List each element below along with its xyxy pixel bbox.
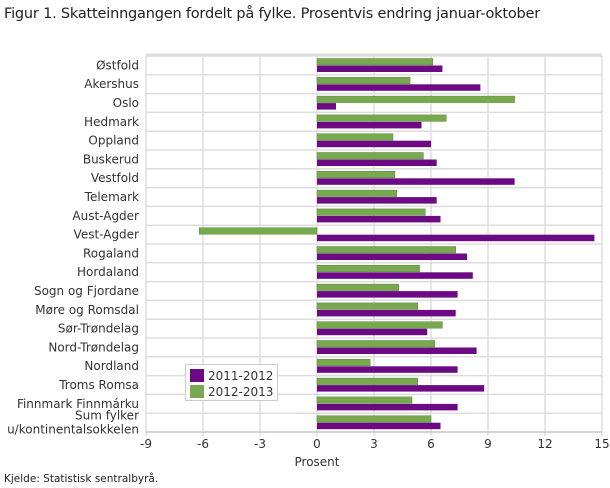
category-label: Møre og Romsdal <box>35 303 139 317</box>
x-tick-label: -3 <box>254 437 266 451</box>
category-label: Sogn og Fjordane <box>34 284 139 298</box>
bar-2012-2013 <box>316 133 394 141</box>
legend-label: 2012-2013 <box>208 385 273 399</box>
source-note: Kjelde: Statistisk sentralbyrå. <box>4 473 159 485</box>
bar-2012-2013 <box>316 321 443 329</box>
bar-2012-2013 <box>316 208 426 216</box>
bar-2011-2012 <box>317 121 422 129</box>
bar-2011-2012 <box>317 385 485 392</box>
x-tick-label: 9 <box>484 437 492 451</box>
bar-2012-2013 <box>316 95 515 103</box>
bar-2011-2012 <box>317 422 441 430</box>
bar-2011-2012 <box>317 403 458 411</box>
bar-2012-2013 <box>316 415 432 423</box>
legend-swatch-2012-2013 <box>190 385 204 398</box>
bar-chart: -9 -6 -3 0 3 6 9 12 15 Østfold Akershus Oslo Hedmark… <box>7 53 610 469</box>
bar-2011-2012 <box>317 103 336 110</box>
bar-2011-2012 <box>317 347 477 354</box>
x-tick-label: -6 <box>197 437 209 451</box>
legend-swatch-2011-2012 <box>190 369 204 382</box>
category-label: Sør-Trøndelag <box>58 322 139 336</box>
category-label: Vestfold <box>91 171 139 185</box>
x-tick-label: 6 <box>427 437 435 451</box>
category-label: Troms Romsa <box>58 378 139 392</box>
category-label: u/kontinentalsokkelen <box>7 423 139 437</box>
bar-2012-2013 <box>316 171 396 179</box>
bar-2012-2013 <box>198 227 318 235</box>
category-label: Buskerud <box>83 152 139 166</box>
category-label: Aust-Agder <box>72 209 139 223</box>
bar-2012-2013 <box>316 340 436 348</box>
bar-2012-2013 <box>316 359 371 367</box>
category-label: Oppland <box>88 134 139 148</box>
bar-2011-2012 <box>317 215 441 223</box>
x-tick-label: 12 <box>537 437 552 451</box>
category-label: Sum fylker <box>75 409 139 423</box>
bar-2011-2012 <box>317 366 458 373</box>
chart-title: Figur 1. Skatteinngangen fordelt på fylk… <box>4 6 541 22</box>
category-label: Akershus <box>84 77 139 91</box>
bar-2011-2012 <box>317 84 481 91</box>
bar-2011-2012 <box>317 159 437 166</box>
bar-2011-2012 <box>317 309 456 317</box>
category-label: Telemark <box>84 190 139 204</box>
bar-2011-2012 <box>317 234 595 242</box>
bar-2012-2013 <box>316 283 399 291</box>
bar-2011-2012 <box>317 291 458 298</box>
category-label: Nordland <box>84 359 139 373</box>
category-label: Rogaland <box>83 246 139 260</box>
category-label: Vest-Agder <box>74 228 140 242</box>
bar-2012-2013 <box>316 377 418 385</box>
category-label: Hedmark <box>84 115 139 129</box>
bar-2012-2013 <box>316 58 434 66</box>
x-axis-label: Prosent <box>295 455 340 469</box>
bar-2011-2012 <box>317 140 431 148</box>
bar-2012-2013 <box>316 114 447 122</box>
category-label: Finnmark Finnmárku <box>17 397 139 411</box>
bar-2011-2012 <box>317 272 473 279</box>
bar-2011-2012 <box>317 197 437 204</box>
x-tick-label: 15 <box>594 437 609 451</box>
bar-2012-2013 <box>316 396 413 404</box>
category-label: Nord-Trøndelag <box>48 340 139 354</box>
bar-2012-2013 <box>316 246 456 254</box>
bar-2012-2013 <box>316 77 411 85</box>
x-tick-label: 0 <box>313 437 321 451</box>
category-label: Oslo <box>113 96 139 110</box>
category-label: Østfold <box>96 58 139 72</box>
bar-2012-2013 <box>316 302 418 310</box>
category-label: Hordaland <box>77 265 139 279</box>
x-tick-label: 3 <box>370 437 378 451</box>
bar-2011-2012 <box>317 65 443 72</box>
bar-2011-2012 <box>317 253 468 260</box>
bar-2012-2013 <box>316 152 424 160</box>
bar-2012-2013 <box>316 189 398 197</box>
legend-label: 2011-2012 <box>208 369 273 383</box>
bar-2012-2013 <box>316 265 420 273</box>
bar-2011-2012 <box>317 328 428 336</box>
bar-2011-2012 <box>317 178 515 185</box>
x-tick-label: -9 <box>140 437 152 451</box>
